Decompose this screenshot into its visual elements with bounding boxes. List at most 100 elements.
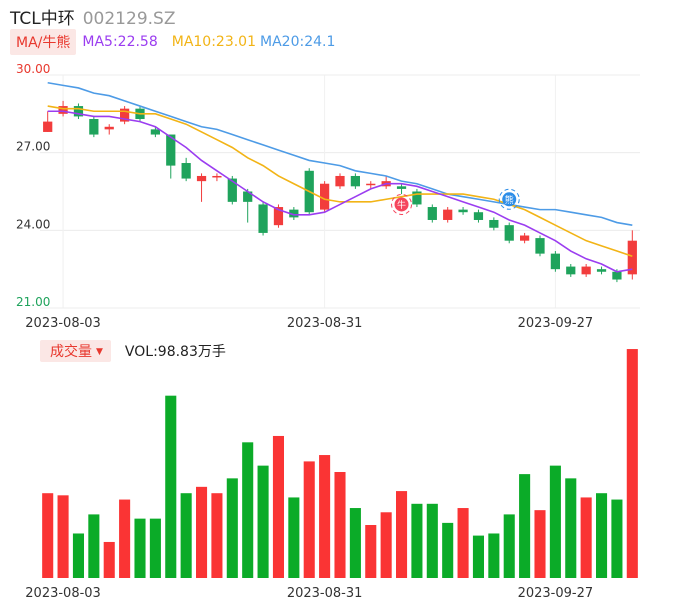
candle-body (504, 225, 514, 241)
ma5-value: MA5:22.58 (82, 34, 158, 50)
volume-bar (42, 493, 54, 578)
volume-bar (472, 535, 484, 578)
candle-body (196, 175, 207, 182)
candle-body (320, 183, 330, 210)
candle-body (520, 235, 530, 241)
volume-bar (272, 435, 284, 578)
volume-bar (611, 499, 623, 578)
candle-body (58, 106, 68, 114)
ma20-value: MA20:24.1 (260, 34, 336, 50)
volume-bar (396, 491, 408, 578)
bear-signal-label: 熊 (505, 194, 514, 206)
candle-body (166, 134, 176, 166)
moving-average-lines (47, 81, 633, 273)
stock-code: 002129.SZ (82, 9, 176, 29)
volume-bar (426, 503, 438, 578)
x-tick-label: 2023-08-03 (25, 586, 101, 601)
candlestick-series (43, 100, 637, 283)
ma-legend: MA/牛熊 MA5:22.58 MA10:23.01 MA20:24.1 (10, 29, 336, 55)
candle-body (227, 178, 237, 202)
volume-bar (149, 518, 161, 578)
candle-body (396, 186, 407, 189)
volume-series (42, 349, 638, 578)
volume-date-axis: 2023-08-03 2023-08-31 2023-09-27 (25, 586, 593, 601)
candle-body (181, 163, 191, 179)
candle-body (412, 191, 422, 205)
candle-body (535, 238, 545, 254)
candle-body (566, 266, 576, 275)
candle-body (427, 207, 437, 220)
candle-body (489, 219, 499, 228)
volume-bar (549, 465, 561, 578)
volume-bar (196, 486, 208, 578)
candle-body (120, 108, 130, 122)
y-tick-label: 21.00 (16, 295, 50, 309)
volume-bar (565, 478, 577, 578)
volume-bar (180, 493, 192, 578)
candle-body (212, 175, 222, 178)
volume-bar (134, 518, 146, 578)
candle-body (273, 207, 284, 226)
volume-badge-label: 成交量 (50, 344, 92, 360)
volume-bar (72, 533, 84, 578)
candle-body (289, 209, 299, 218)
candle-body (473, 212, 484, 220)
price-axis-labels: 30.00 27.00 24.00 21.00 (16, 62, 50, 309)
candle-body (627, 240, 637, 275)
volume-bar (488, 533, 500, 578)
x-tick-label: 2023-08-31 (287, 586, 363, 601)
volume-bar (411, 503, 423, 578)
ma20-line (47, 81, 633, 226)
candle-body (335, 175, 345, 187)
candle-body (73, 106, 84, 117)
volume-legend: 成交量 ▼ VOL:98.83万手 (40, 340, 226, 362)
y-tick-label: 27.00 (16, 140, 50, 154)
volume-indicator-selector[interactable]: 成交量 ▼ (40, 340, 111, 362)
volume-bar (580, 497, 592, 578)
candle-body (104, 126, 114, 130)
volume-bar (349, 508, 361, 578)
volume-bar (303, 461, 315, 578)
candle-body (43, 121, 53, 132)
ma10-line (47, 105, 633, 257)
bear-signal-ring (498, 188, 520, 210)
ma5-line (47, 110, 633, 273)
volume-bar (57, 495, 69, 578)
ma10-value: MA10:23.01 (171, 34, 257, 50)
volume-bar (165, 395, 177, 578)
x-tick-label: 2023-08-31 (287, 316, 363, 331)
volume-bar (534, 510, 546, 578)
x-tick-label: 2023-08-03 (25, 316, 101, 331)
volume-bar (519, 474, 531, 578)
volume-bar (119, 499, 131, 578)
volume-bar (380, 512, 392, 578)
volume-bar (211, 493, 223, 578)
volume-bar (457, 508, 469, 578)
volume-bar (503, 514, 515, 578)
stock-title: TCL中环 002129.SZ (10, 4, 176, 29)
ma-indicator-selector[interactable]: MA/牛熊 (10, 29, 77, 55)
candle-body (581, 266, 591, 275)
candle-body (458, 209, 468, 213)
volume-bar (365, 525, 377, 578)
volume-bar (288, 497, 300, 578)
candle-body (366, 183, 376, 186)
candle-body (550, 253, 560, 270)
volume-bar (626, 349, 638, 578)
candle-body (612, 271, 622, 280)
volume-bar (242, 442, 254, 578)
price-date-axis: 2023-08-03 2023-08-31 2023-09-27 (25, 316, 593, 331)
volume-bar (257, 465, 269, 578)
price-grid (40, 74, 640, 309)
candle-body (89, 119, 99, 135)
volume-bar (319, 455, 331, 578)
candle-body (150, 129, 160, 135)
candle-body (596, 269, 607, 272)
candle-body (443, 209, 453, 220)
x-tick-label: 2023-09-27 (518, 316, 594, 331)
candle-body (243, 191, 253, 202)
bull-signal-icon (394, 197, 409, 212)
candle-body (350, 175, 360, 187)
bull-bear-signals: 牛熊 (391, 188, 520, 215)
